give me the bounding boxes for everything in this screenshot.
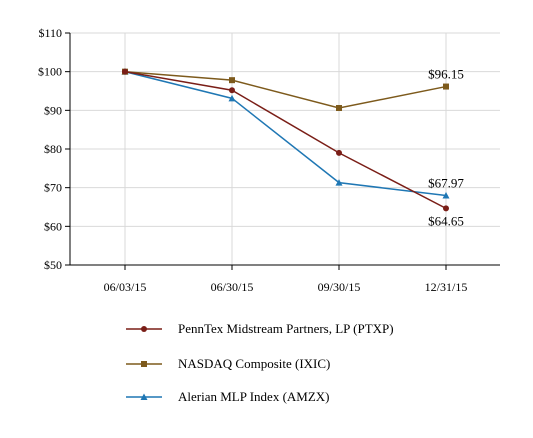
x-tick-label: 06/30/15 xyxy=(211,280,254,294)
y-tick-label: $110 xyxy=(38,26,62,40)
legend-label: NASDAQ Composite (IXIC) xyxy=(178,356,330,371)
data-point xyxy=(443,83,449,90)
series-layer xyxy=(121,68,450,212)
data-label: $96.15 xyxy=(428,67,464,82)
data-point xyxy=(442,192,450,199)
legend-marker xyxy=(141,361,147,367)
grid-layer xyxy=(70,32,500,266)
annotation-layer: $96.15 $67.97 $64.65 xyxy=(428,67,464,229)
y-tick-label: $100 xyxy=(38,65,62,79)
data-label: $64.65 xyxy=(428,213,464,228)
data-point xyxy=(229,77,235,84)
legend-label: PennTex Midstream Partners, LP (PTXP) xyxy=(178,321,394,336)
y-tick-label: $60 xyxy=(44,219,62,233)
x-tick-label: 09/30/15 xyxy=(318,280,361,294)
data-point xyxy=(443,205,449,212)
axis-layer: $50 $60 $70 $80 $90 $100 $110 06/03/15 06/30/15 0… xyxy=(38,26,500,294)
legend-item: PennTex Midstream Partners, LP (PTXP) xyxy=(126,321,394,336)
x-tick-label: 06/03/15 xyxy=(104,280,147,294)
y-tick-label: $90 xyxy=(44,103,62,117)
series-line xyxy=(124,70,447,210)
legend-item: Alerian MLP Index (AMZX) xyxy=(126,389,330,404)
series-line xyxy=(124,70,447,109)
data-label: $67.97 xyxy=(428,176,464,191)
y-tick-label: $70 xyxy=(44,181,62,195)
data-point xyxy=(335,179,343,186)
data-point xyxy=(336,149,342,156)
legend-item: NASDAQ Composite (IXIC) xyxy=(126,356,330,371)
y-tick-label: $50 xyxy=(44,258,62,272)
series-line xyxy=(124,70,447,197)
data-point xyxy=(336,105,342,112)
y-tick-label: $80 xyxy=(44,142,62,156)
x-tick-label: 12/31/15 xyxy=(425,280,468,294)
data-point xyxy=(122,68,128,75)
legend-label: Alerian MLP Index (AMZX) xyxy=(178,389,330,404)
data-point xyxy=(229,87,235,94)
legend-marker xyxy=(140,393,148,400)
legend: PennTex Midstream Partners, LP (PTXP) NAS… xyxy=(126,321,394,404)
data-point xyxy=(228,94,236,102)
legend-marker xyxy=(141,326,147,332)
